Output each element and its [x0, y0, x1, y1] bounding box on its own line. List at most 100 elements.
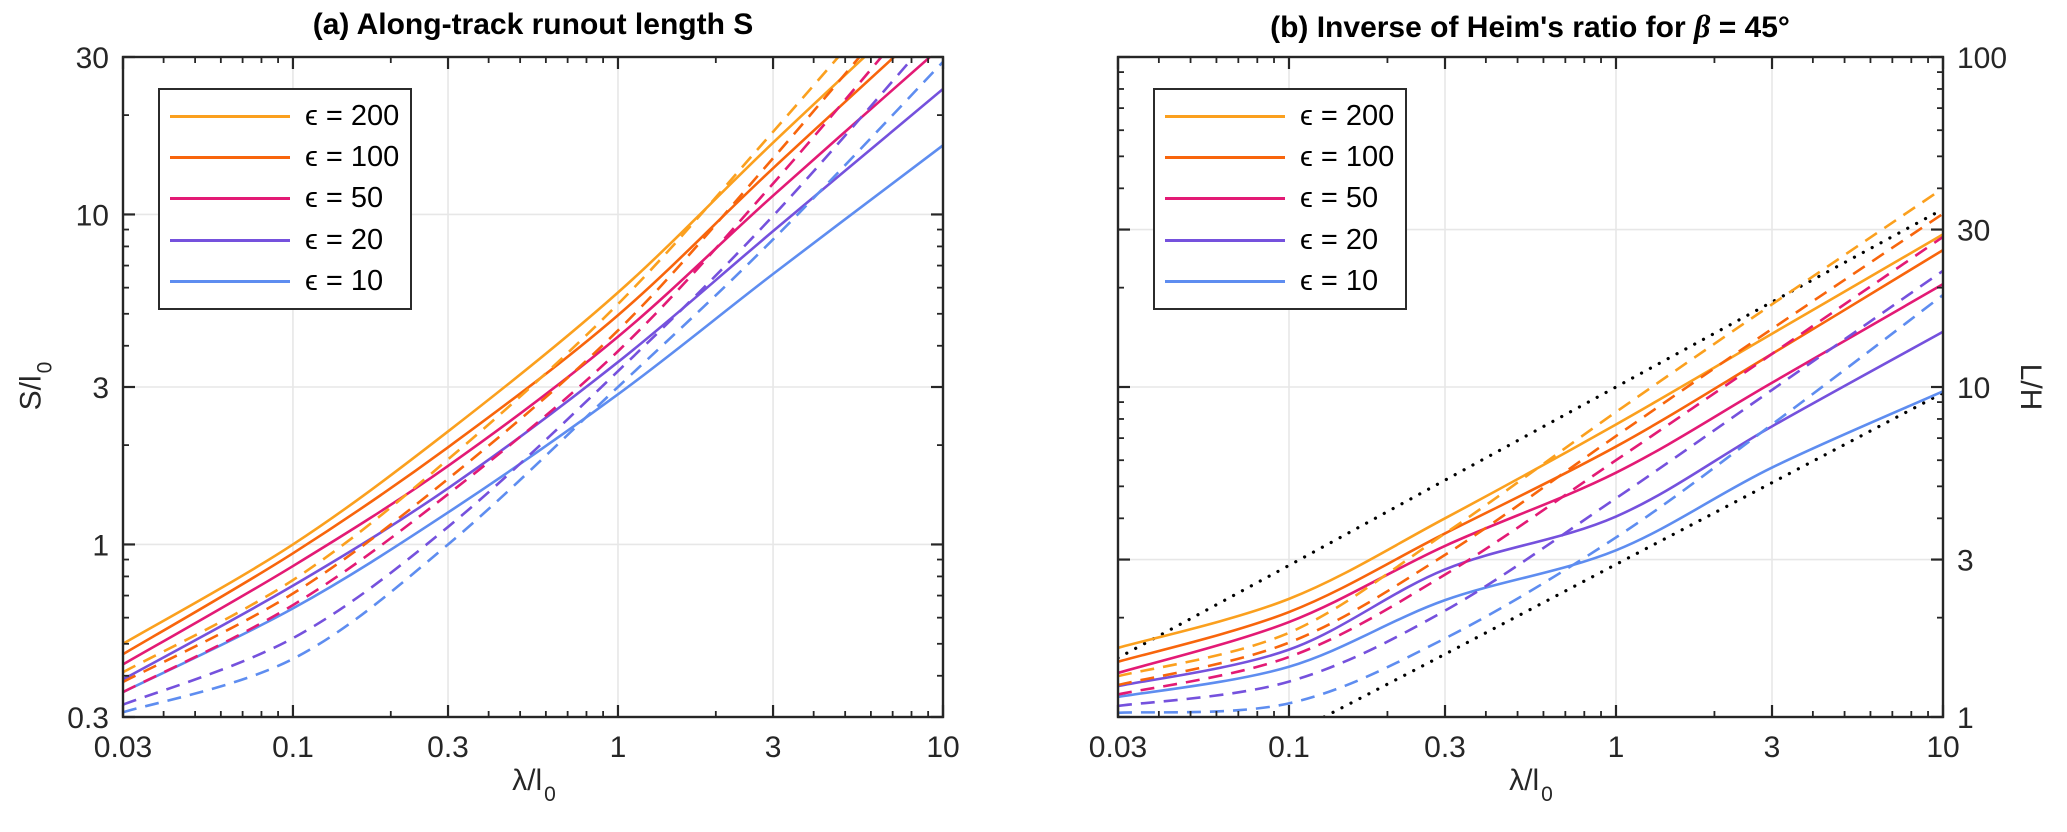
- panel-b-ylabel-text: L/H: [2014, 363, 2047, 411]
- panel-a-xtick-0.03: 0.03: [94, 731, 152, 764]
- legend-item-e200: ϵ = 200: [1155, 100, 1405, 133]
- panel-a-title: (a) Along-track runout length S: [83, 8, 983, 42]
- panel-a-series-epsilon-20-dashed: [123, 57, 916, 706]
- legend-label-e200: ϵ = 200: [305, 100, 400, 133]
- legend-swatch-e50: [170, 197, 290, 201]
- legend-item-e10: ϵ = 10: [1155, 265, 1405, 298]
- panel-b-ytick-30: 30: [1957, 215, 1990, 248]
- legend-swatch-e200: [1165, 115, 1285, 119]
- panel-a-series-epsilon-10-solid: [123, 144, 943, 694]
- legend-label-e20: ϵ = 20: [1300, 223, 1379, 256]
- panel-a-title-text: (a) Along-track runout length S: [312, 8, 754, 41]
- panel-b-series-epsilon-100-solid: [1118, 248, 1943, 664]
- panel-b-dotted-lower-reference: [1322, 391, 1943, 717]
- panel-b-xtick-0.1: 0.1: [1268, 731, 1310, 764]
- legend-swatch-e10: [1165, 279, 1285, 283]
- panel-a-series-epsilon-200-solid: [123, 57, 867, 645]
- legend-swatch-e50: [1165, 197, 1285, 201]
- panel-b-ytick-100: 100: [1957, 42, 2007, 75]
- panel-a-ytick-10: 10: [76, 199, 109, 232]
- panel-a-xlabel-sub: 0: [544, 783, 556, 806]
- legend-item-e20: ϵ = 20: [160, 224, 410, 257]
- panel-a-plot: 0.03 0.1 0.3 1 3 10 0.3 1 3 10 30: [67, 42, 959, 764]
- panel-a-ylabel: S/l0: [14, 361, 57, 411]
- panel-a-series-epsilon-10-dashed: [123, 60, 943, 714]
- panel-a-xtick-3: 3: [765, 731, 782, 764]
- panel-a-xtick-0.3: 0.3: [427, 731, 469, 764]
- panel-b-xtick-10: 10: [1926, 731, 1959, 764]
- legend-label-e50: ϵ = 50: [305, 182, 384, 215]
- legend-swatch-e100: [1165, 156, 1285, 160]
- panel-a-ylabel-main: S/l: [14, 375, 48, 411]
- panel-a-series-epsilon-50-solid: [123, 57, 932, 666]
- panel-b-series: [1118, 187, 1943, 717]
- panel-b-legend: ϵ = 200 ϵ = 100 ϵ = 50 ϵ = 20 ϵ = 10: [1153, 88, 1407, 310]
- legend-item-e50: ϵ = 50: [1155, 182, 1405, 215]
- panel-b-xtick-3: 3: [1764, 731, 1781, 764]
- panel-b-ytick-1: 1: [1957, 702, 1974, 735]
- panel-a-xtick-10: 10: [926, 731, 959, 764]
- legend-swatch-e100: [170, 156, 290, 160]
- panel-a-ticks: [121, 55, 945, 719]
- panel-b-title-prefix: (b) Inverse of Heim's ratio for: [1270, 11, 1694, 44]
- legend-item-e100: ϵ = 100: [1155, 141, 1405, 174]
- panel-a-tick-labels: 0.03 0.1 0.3 1 3 10 0.3 1 3 10 30: [67, 42, 959, 764]
- panel-b-series-epsilon-200-dashed: [1118, 187, 1943, 678]
- legend-label-e50: ϵ = 50: [1300, 182, 1379, 215]
- panel-a-ylabel-sub: 0: [33, 361, 57, 374]
- panel-a-series-epsilon-200-dashed: [123, 57, 840, 674]
- panel-a-xlabel: λ/l0: [433, 764, 633, 806]
- panel-b-series-epsilon-50-dashed: [1118, 235, 1943, 696]
- legend-label-e20: ϵ = 20: [305, 223, 384, 256]
- legend-label-e200: ϵ = 200: [1300, 100, 1395, 133]
- panel-a-legend: ϵ = 200 ϵ = 100 ϵ = 50 ϵ = 20 ϵ = 10: [158, 88, 412, 310]
- panel-b-title: (b) Inverse of Heim's ratio for β = 45°: [1080, 8, 1980, 45]
- panel-b-series-epsilon-10-solid: [1118, 390, 1943, 699]
- legend-swatch-e200: [170, 115, 290, 119]
- legend-swatch-e20: [1165, 238, 1285, 242]
- panel-b-xlabel-main: λ/l: [1509, 764, 1540, 797]
- panel-a-xtick-0.1: 0.1: [272, 731, 314, 764]
- legend-label-e100: ϵ = 100: [305, 141, 400, 174]
- panel-b-ylabel: L/H: [2013, 364, 2047, 411]
- panel-a-series-epsilon-20-solid: [123, 87, 943, 681]
- legend-label-e10: ϵ = 10: [1300, 264, 1379, 297]
- panel-a-series-epsilon-100-dashed: [123, 57, 862, 684]
- panel-b-xtick-0.3: 0.3: [1424, 731, 1466, 764]
- panel-b-title-beta: β: [1693, 8, 1711, 44]
- legend-item-e50: ϵ = 50: [160, 182, 410, 215]
- legend-swatch-e20: [170, 238, 290, 242]
- panel-b-ticks: [1116, 55, 1945, 719]
- panel-a-xtick-1: 1: [610, 731, 627, 764]
- panel-b-series-epsilon-20-solid: [1118, 330, 1943, 688]
- legend-label-e10: ϵ = 10: [305, 264, 384, 297]
- panel-b-ytick-10: 10: [1957, 372, 1990, 405]
- panel-a-series: [123, 57, 943, 714]
- panel-b-series-epsilon-50-solid: [1118, 282, 1943, 675]
- panel-a-ytick-30: 30: [76, 42, 109, 75]
- legend-swatch-e10: [170, 279, 290, 283]
- panel-b-xlabel: λ/l0: [1430, 764, 1630, 806]
- panel-b-ytick-3: 3: [1957, 545, 1974, 578]
- panel-b-xlabel-sub: 0: [1541, 783, 1553, 806]
- legend-item-e10: ϵ = 10: [160, 265, 410, 298]
- legend-item-e100: ϵ = 100: [160, 141, 410, 174]
- panel-a-ytick-0.3: 0.3: [67, 702, 109, 735]
- panel-b-series-epsilon-10-dashed: [1118, 293, 1943, 715]
- legend-item-e200: ϵ = 200: [160, 100, 410, 133]
- panel-a-xlabel-main: λ/l: [512, 764, 543, 797]
- panel-a-ytick-1: 1: [92, 529, 109, 562]
- panel-a-ytick-3: 3: [92, 372, 109, 405]
- panel-b-xtick-1: 1: [1608, 731, 1625, 764]
- legend-label-e100: ϵ = 100: [1300, 141, 1395, 174]
- panel-b-xtick-0.03: 0.03: [1089, 731, 1147, 764]
- panel-b-series-epsilon-200-solid: [1118, 233, 1943, 650]
- legend-item-e20: ϵ = 20: [1155, 224, 1405, 257]
- panel-b-series-epsilon-100-dashed: [1118, 212, 1943, 687]
- panel-b-title-suffix: = 45°: [1710, 11, 1790, 44]
- panel-b-series-epsilon-20-dashed: [1118, 269, 1943, 708]
